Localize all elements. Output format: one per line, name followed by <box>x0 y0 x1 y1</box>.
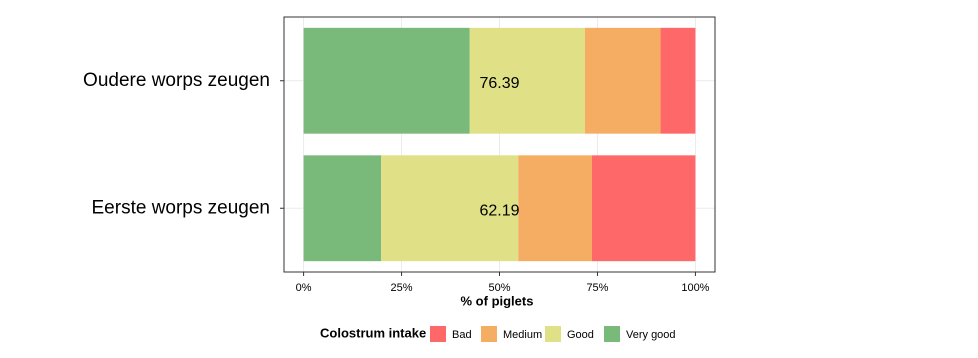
legend-label: Bad <box>452 329 472 341</box>
bar-segment <box>660 27 696 134</box>
bar-segment <box>469 27 585 134</box>
x-tick-label: 50% <box>488 282 510 294</box>
x-tick-label: 25% <box>391 282 413 294</box>
legend-label: Good <box>567 329 594 341</box>
legend-swatch <box>481 326 497 342</box>
x-tick-label: 0% <box>296 282 312 294</box>
legend-label: Medium <box>503 329 542 341</box>
y-tick-label: Eerste worps zeugen <box>92 197 271 218</box>
bar-segment <box>518 155 592 262</box>
legend-label: Very good <box>626 329 676 341</box>
legend-swatch <box>430 326 446 342</box>
annotation: 76.39 <box>479 75 519 92</box>
bar-segment <box>591 155 696 262</box>
legend-title: Colostrum intake <box>320 325 426 340</box>
bar-segment <box>303 27 470 134</box>
bar-segment <box>303 155 382 262</box>
plot-border <box>283 16 716 273</box>
x-tick-label: 100% <box>681 282 709 294</box>
legend-swatch <box>604 326 620 342</box>
y-tick-label: Oudere worps zeugen <box>83 70 270 91</box>
x-axis-title: % of piglets <box>461 293 534 308</box>
x-tick-label: 75% <box>586 282 608 294</box>
bar-segment <box>584 27 661 134</box>
annotation: 62.19 <box>479 202 519 219</box>
legend-swatch <box>545 326 561 342</box>
bar-segment <box>381 155 519 262</box>
